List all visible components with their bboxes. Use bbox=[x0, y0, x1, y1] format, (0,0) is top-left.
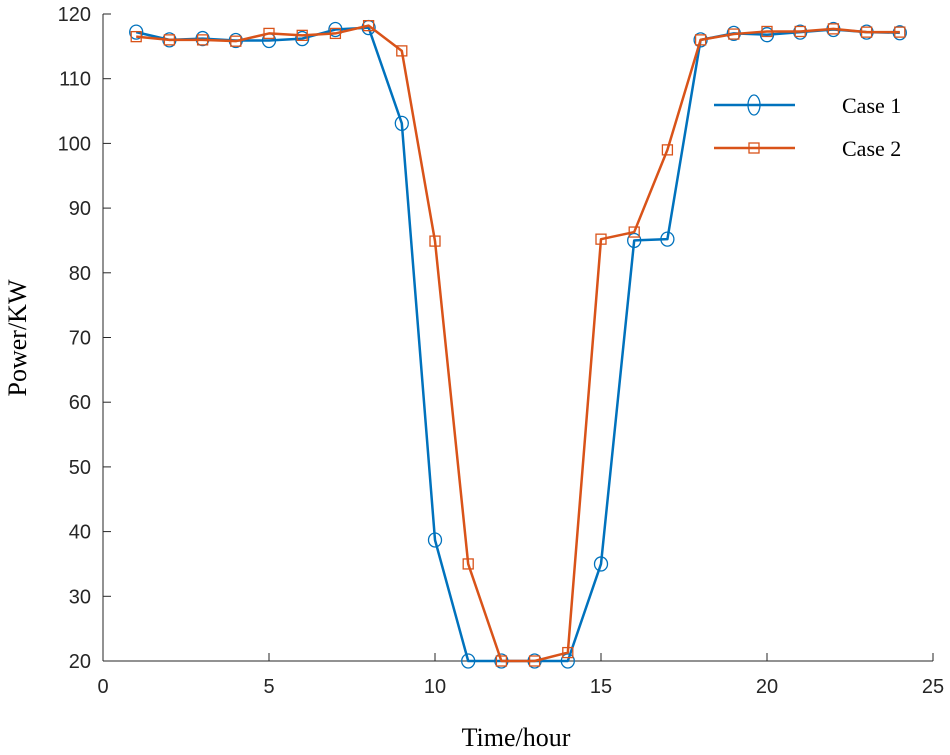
data-point-case-2 bbox=[462, 558, 474, 570]
y-tick-label: 80 bbox=[69, 263, 91, 285]
x-tick-label: 25 bbox=[922, 676, 944, 698]
x-tick-label: 20 bbox=[756, 676, 778, 698]
data-point-case-1 bbox=[195, 30, 210, 47]
data-point-case-2 bbox=[794, 25, 806, 38]
data-point-case-2 bbox=[130, 30, 142, 43]
data-point-case-1 bbox=[759, 27, 775, 43]
x-axis-label: Time/hour bbox=[462, 723, 571, 752]
series-case-1 bbox=[129, 19, 907, 669]
data-point-case-2 bbox=[230, 35, 242, 47]
y-tick-label: 100 bbox=[58, 133, 91, 155]
y-tick-label: 120 bbox=[58, 4, 91, 26]
data-point-case-2 bbox=[827, 23, 840, 35]
axes: 0 5 10 15 20 25 20 30 40 50 60 70 80 90 100 110 120 bbox=[58, 4, 945, 698]
y-tick-label: 60 bbox=[69, 392, 91, 414]
data-point-case-2 bbox=[528, 655, 541, 667]
y-tick-label: 90 bbox=[69, 198, 91, 220]
y-tick-label: 70 bbox=[69, 328, 91, 350]
series-line-case-2 bbox=[136, 24, 900, 663]
data-point-case-2 bbox=[761, 25, 773, 38]
data-point-case-1 bbox=[627, 232, 642, 249]
data-point-case-2 bbox=[562, 646, 574, 659]
data-point-case-1 bbox=[394, 115, 409, 131]
data-point-case-1 bbox=[593, 556, 609, 572]
x-tick-label: 10 bbox=[424, 676, 446, 698]
y-tick-label: 20 bbox=[69, 651, 91, 673]
data-point-case-1 bbox=[560, 653, 575, 669]
legend-marker-case-2 bbox=[748, 142, 760, 154]
series-line-case-1 bbox=[135, 26, 900, 663]
data-point-case-2 bbox=[694, 34, 707, 46]
legend: Case 1 Case 2 bbox=[714, 93, 901, 161]
data-point-case-2 bbox=[263, 27, 275, 40]
y-tick-label: 40 bbox=[69, 522, 91, 544]
data-point-case-2 bbox=[296, 29, 308, 42]
data-point-case-2 bbox=[661, 144, 674, 156]
data-point-case-2 bbox=[628, 226, 640, 238]
legend-marker-case-1 bbox=[747, 94, 761, 116]
data-point-case-1 bbox=[660, 231, 675, 247]
legend-item-case-2: Case 2 bbox=[714, 136, 901, 161]
data-point-case-2 bbox=[595, 233, 607, 245]
data-point-case-2 bbox=[495, 655, 508, 667]
data-point-case-2 bbox=[396, 45, 408, 57]
y-tick-label: 30 bbox=[69, 586, 91, 608]
data-point-case-2 bbox=[362, 19, 375, 32]
x-tick-label: 15 bbox=[590, 676, 612, 698]
data-point-case-1 bbox=[461, 653, 476, 669]
legend-item-case-1: Case 1 bbox=[714, 93, 901, 118]
x-tick-label: 5 bbox=[263, 676, 274, 698]
y-tick-label: 110 bbox=[59, 69, 91, 91]
data-point-case-2 bbox=[728, 28, 740, 40]
legend-label-case-1: Case 1 bbox=[842, 93, 901, 118]
data-point-case-2 bbox=[196, 34, 209, 46]
data-point-case-1 bbox=[328, 21, 343, 38]
x-tick-label: 0 bbox=[97, 676, 108, 698]
data-point-case-1 bbox=[295, 30, 310, 47]
data-point-case-1 bbox=[427, 532, 443, 548]
series-case-2 bbox=[130, 19, 906, 667]
data-point-case-1 bbox=[129, 24, 144, 40]
data-point-case-2 bbox=[163, 34, 176, 46]
series-layer bbox=[129, 19, 907, 669]
data-point-case-2 bbox=[429, 235, 441, 247]
y-tick-label: 50 bbox=[69, 457, 91, 479]
data-point-case-2 bbox=[894, 26, 906, 38]
legend-label-case-2: Case 2 bbox=[842, 136, 901, 161]
y-axis-label: Power/KW bbox=[3, 279, 32, 396]
data-point-case-2 bbox=[329, 27, 342, 40]
data-point-case-2 bbox=[860, 26, 873, 38]
